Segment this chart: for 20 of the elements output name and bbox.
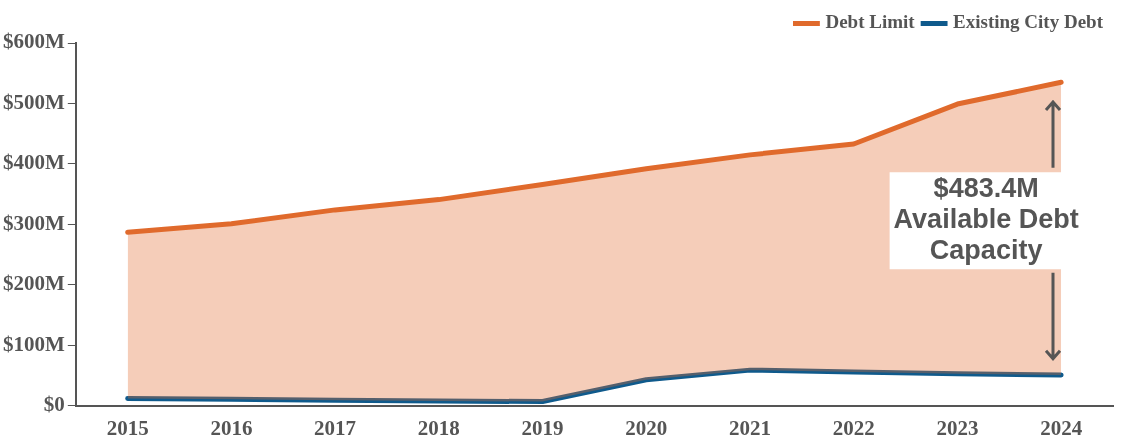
y-tick-label: $500M <box>2 89 65 114</box>
y-tick-label: $400M <box>2 150 65 175</box>
x-tick-label: 2020 <box>625 415 668 440</box>
x-tick-label: 2022 <box>832 415 875 440</box>
x-tick-label: 2023 <box>936 415 979 440</box>
x-tick-label: 2017 <box>314 415 357 440</box>
x-tick-label: 2024 <box>1040 415 1083 440</box>
y-tick-label: $200M <box>2 271 65 296</box>
x-tick-label: 2019 <box>521 415 564 440</box>
x-tick-label: 2021 <box>728 415 771 440</box>
annotation: $483.4M Available Debt Capacity <box>893 173 1079 266</box>
x-tick-label: 2015 <box>106 415 149 440</box>
y-tick-label: $0 <box>43 392 65 417</box>
y-tick-label: $300M <box>2 210 65 235</box>
legend-label: Existing City Debt <box>953 11 1104 33</box>
y-tick-label: $100M <box>2 331 65 356</box>
legend-label: Debt Limit <box>825 11 916 33</box>
x-tick-label: 2018 <box>417 415 460 440</box>
x-tick-label: 2016 <box>210 415 253 440</box>
y-tick-label: $600M <box>2 29 65 54</box>
